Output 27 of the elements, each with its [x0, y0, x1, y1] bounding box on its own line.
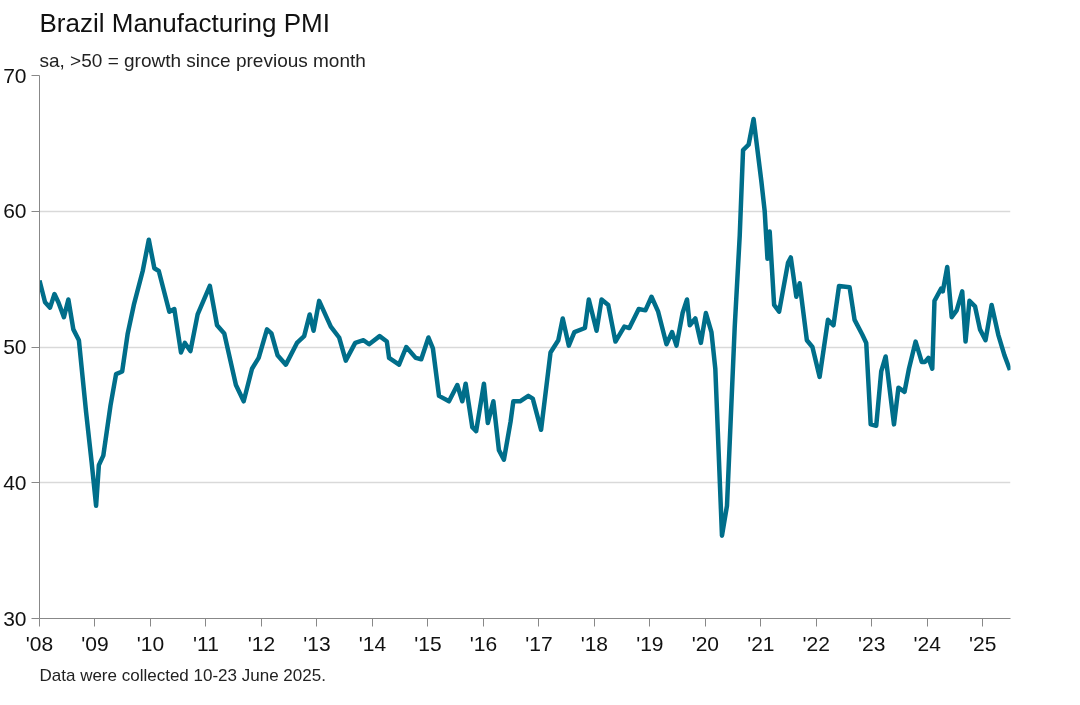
x-tick-label: '25: [969, 631, 997, 655]
x-tick-label: '18: [580, 631, 609, 655]
x-tick-label: '16: [469, 631, 498, 655]
y-tick-label: 40: [3, 470, 27, 494]
x-tick-label: '09: [81, 631, 109, 655]
chart-subtitle: sa, >50 = growth since previous month: [39, 49, 366, 71]
y-tick-label: 70: [3, 63, 27, 87]
y-tick-label: 30: [3, 606, 27, 630]
x-tick-label: '08: [25, 631, 54, 655]
chart-title: Brazil Manufacturing PMI: [39, 7, 330, 38]
x-tick-label: '11: [193, 631, 219, 655]
x-tick-label: '23: [858, 631, 886, 655]
x-tick-label: '15: [414, 631, 442, 655]
y-tick-label: 60: [3, 199, 27, 223]
x-tick-label: '10: [136, 631, 165, 655]
x-tick-label: '22: [802, 631, 830, 655]
x-tick-label: '14: [358, 631, 387, 655]
x-tick-label: '17: [525, 631, 553, 655]
x-tick-label: '13: [303, 631, 331, 655]
x-tick-label: '21: [747, 631, 775, 655]
line-series: [39, 116, 1011, 538]
x-tick-label: '24: [913, 631, 942, 655]
text: Data were collected 10-23 June 2025.: [39, 665, 326, 685]
y-tick-label: 50: [3, 335, 27, 358]
x-tick-label: '12: [247, 631, 276, 655]
x-tick-label: '19: [636, 631, 664, 655]
x-tick-label: '20: [691, 631, 720, 655]
